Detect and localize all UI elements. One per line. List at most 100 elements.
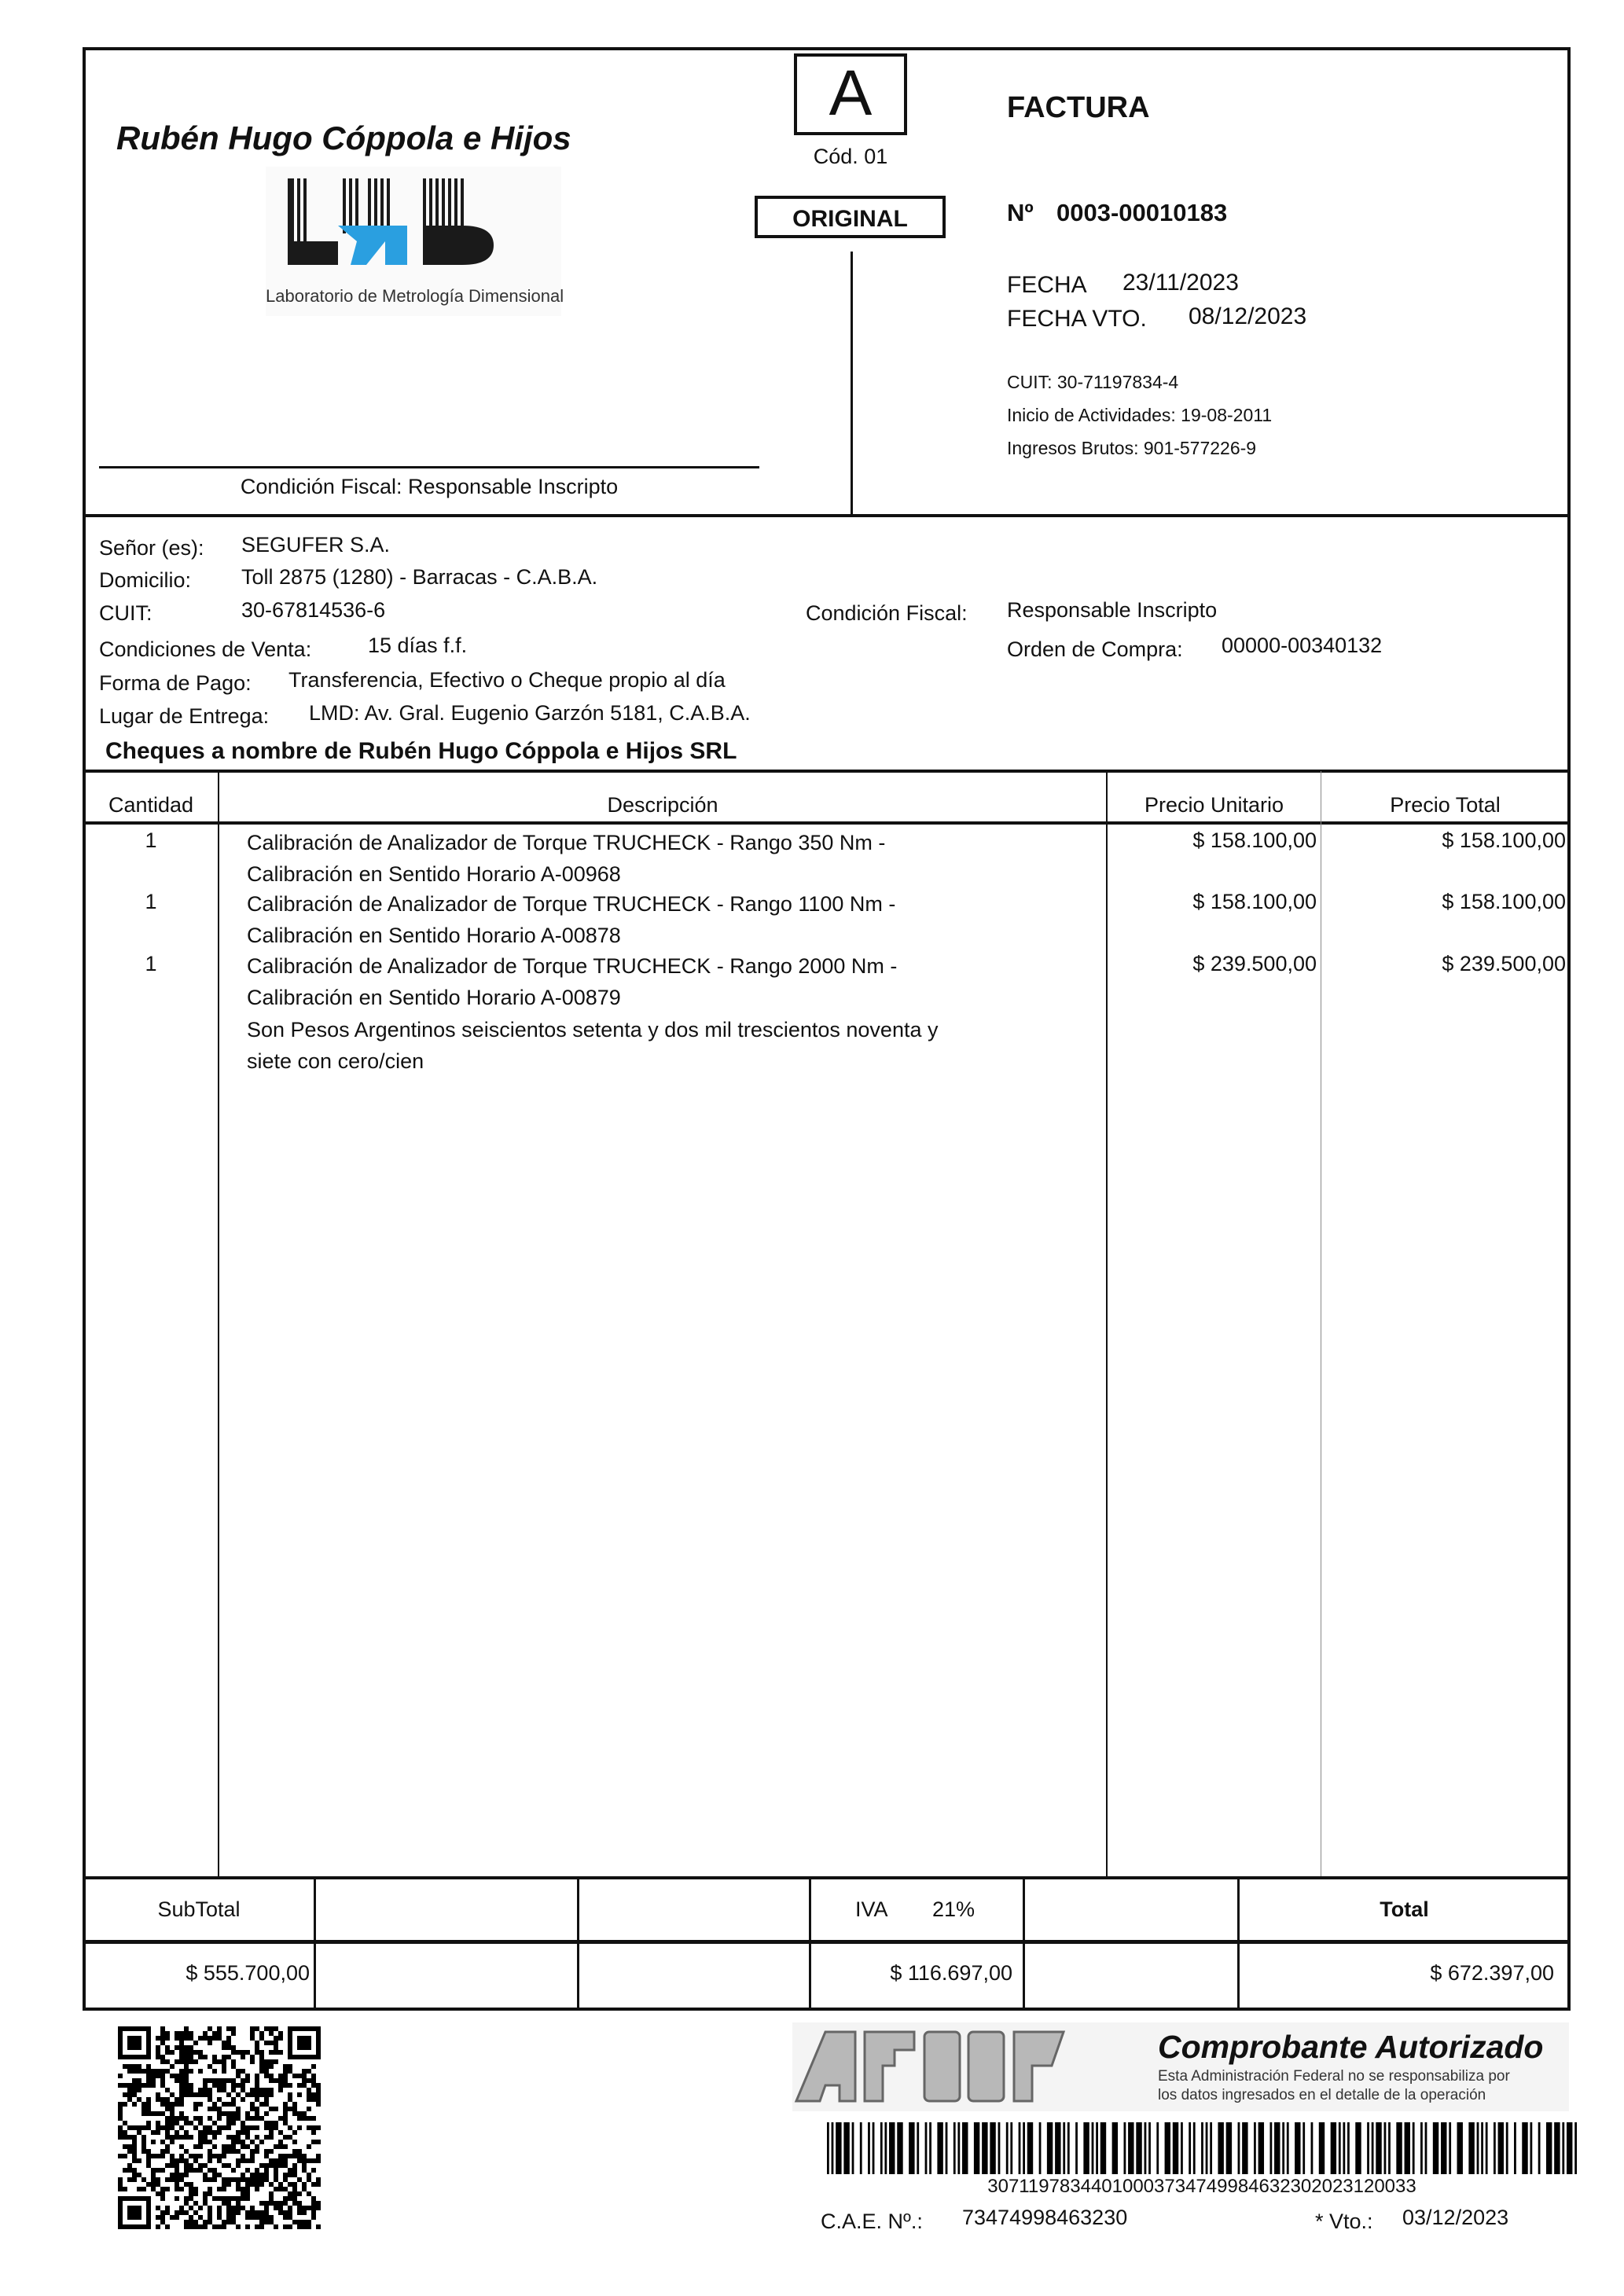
barcode-bar — [1096, 2122, 1098, 2174]
totals-col-1 — [314, 1878, 316, 2009]
barcode-bar — [1254, 2122, 1256, 2174]
company-logo: Laboratorio de Metrología Dimensional — [266, 167, 564, 316]
barcode-bar — [1027, 2122, 1034, 2174]
table-top-line — [83, 770, 1571, 773]
barcode-bar — [1494, 2122, 1496, 2174]
barcode-bar — [1005, 2122, 1009, 2174]
barcode-bar — [1554, 2122, 1560, 2174]
sale-terms-label: Condiciones de Venta: — [99, 637, 312, 661]
barcode-bar — [1347, 2122, 1350, 2174]
afip-disclaimer-2: los datos ingresados en el detalle de la… — [1158, 2087, 1486, 2103]
barcode-bar — [1067, 2122, 1070, 2174]
client-cuit-label: CUIT: — [99, 601, 152, 625]
barcode-bar — [1355, 2122, 1361, 2174]
afip-logo: Comprobante Autorizado Esta Administraci… — [792, 2022, 1569, 2111]
barcode-bar — [831, 2122, 834, 2174]
barcode-bar — [1148, 2122, 1151, 2174]
barcode-bar — [827, 2122, 829, 2174]
col-divider-qty — [218, 771, 219, 1878]
iva-rate: 21% — [932, 1897, 976, 1921]
cae-due-date: 03/12/2023 — [1402, 2206, 1509, 2229]
barcode-bar — [1063, 2122, 1066, 2174]
barcode-bar — [859, 2122, 862, 2174]
barcode-icon — [827, 2122, 1577, 2174]
barcode-bar — [1303, 2122, 1306, 2174]
row-qty: 1 — [145, 828, 157, 852]
client-name: SEGUFER S.A. — [241, 533, 391, 557]
barcode-bar — [973, 2122, 980, 2174]
total-value: $ 672.397,00 — [1430, 1961, 1554, 1985]
header-qty: Cantidad — [108, 793, 194, 817]
cae-label: C.A.E. Nº.: — [821, 2210, 923, 2233]
barcode-bar — [1046, 2122, 1053, 2174]
barcode-bar — [1404, 2122, 1410, 2174]
barcode-bar — [1172, 2122, 1179, 2174]
barcode-bar — [1485, 2122, 1488, 2174]
header-vertical-divider — [851, 252, 853, 516]
barcode-bar — [1144, 2122, 1147, 2174]
barcode-bar — [868, 2122, 870, 2174]
barcode-bar — [843, 2122, 850, 2174]
total-label: Total — [1380, 1897, 1429, 1921]
row-total-price: $ 239.500,00 — [1442, 952, 1566, 975]
barcode-bar — [1338, 2122, 1341, 2174]
row-qty: 1 — [145, 952, 157, 975]
delivery-label: Lugar de Entrega: — [99, 704, 270, 728]
barcode-bar — [884, 2122, 887, 2174]
subtotal-value: $ 555.700,00 — [186, 1961, 310, 1985]
totals-col-5 — [1237, 1878, 1240, 2009]
barcode-bar — [929, 2122, 931, 2174]
barcode-bar — [1295, 2122, 1301, 2174]
barcode-bar — [1505, 2122, 1508, 2174]
totals-mid-line — [83, 1940, 1571, 1944]
barcode-bar — [1343, 2122, 1346, 2174]
barcode-bar — [1538, 2122, 1541, 2174]
barcode-bar — [1242, 2122, 1248, 2174]
barcode-bar — [998, 2122, 1001, 2174]
totals-top-line — [83, 1876, 1571, 1879]
barcode-bar — [1367, 2122, 1369, 2174]
barcode-bar — [1286, 2122, 1289, 2174]
barcode-bar — [872, 2122, 875, 2174]
barcode-bar — [1164, 2122, 1171, 2174]
barcode-bar — [1318, 2122, 1325, 2174]
barcode-bar — [1449, 2122, 1452, 2174]
client-cuit: 30-67814536-6 — [241, 598, 386, 622]
barcode-bar — [1091, 2122, 1094, 2174]
barcode-bar — [1218, 2122, 1224, 2174]
barcode-bar — [1156, 2122, 1159, 2174]
barcode-bar — [1123, 2122, 1126, 2174]
barcode-bar — [1566, 2122, 1573, 2174]
qr-code-icon[interactable] — [118, 2026, 321, 2229]
barcode-bar — [1457, 2122, 1463, 2174]
barcode-bar — [917, 2122, 920, 2174]
barcode-bar — [1432, 2122, 1439, 2174]
barcode-bar — [836, 2122, 842, 2174]
barcode-bar — [1128, 2122, 1134, 2174]
row-description-1: Calibración de Analizador de Torque TRUC… — [247, 831, 886, 854]
barcode-bar — [1310, 2122, 1314, 2174]
client-address-label: Domicilio: — [99, 568, 192, 592]
barcode-bar — [1412, 2122, 1415, 2174]
row-unit-price: $ 239.500,00 — [1192, 952, 1317, 975]
afip-logo-icon — [794, 2030, 1066, 2103]
barcode-bar — [851, 2122, 854, 2174]
client-fiscal-label: Condición Fiscal: — [806, 601, 968, 625]
barcode-bar — [962, 2122, 968, 2174]
barcode-bar — [1100, 2122, 1107, 2174]
totals-col-4 — [1023, 1878, 1025, 2009]
invoice-number-label: Nº — [1007, 199, 1034, 226]
iva-label: IVA — [855, 1897, 888, 1921]
barcode-bar — [1330, 2122, 1337, 2174]
fiscal-line — [99, 466, 759, 468]
barcode-bar — [957, 2122, 961, 2174]
barcode-bar — [1514, 2122, 1516, 2174]
barcode-bar — [1522, 2122, 1528, 2174]
barcode-bar — [1468, 2122, 1475, 2174]
totals-col-3 — [809, 1878, 811, 2009]
header-total-price: Precio Total — [1390, 793, 1501, 817]
purchase-order: 00000-00340132 — [1222, 634, 1383, 657]
invoice-code: Cód. 01 — [813, 145, 888, 168]
barcode-bar — [1441, 2122, 1447, 2174]
barcode-number: 3071197834401000373474998463230202312003… — [987, 2176, 1416, 2197]
